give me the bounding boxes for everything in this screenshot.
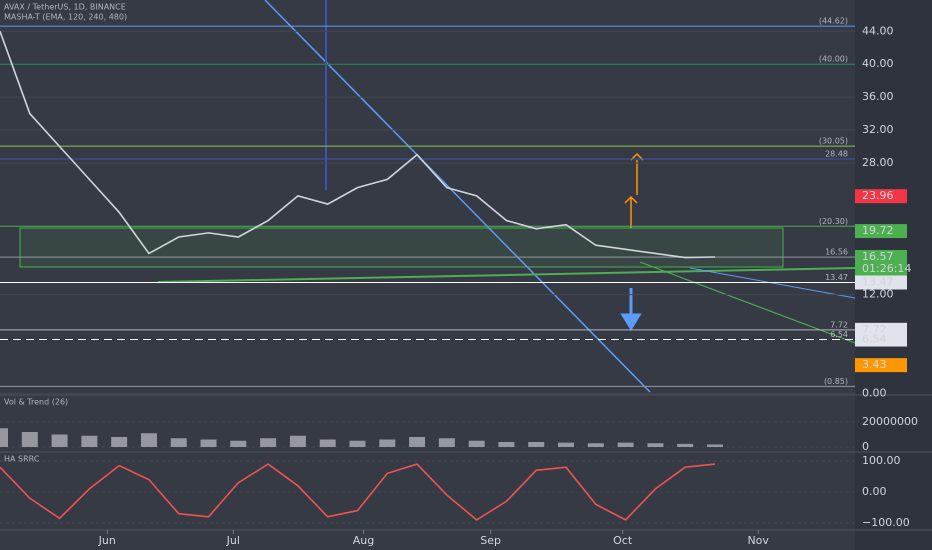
volume-bar <box>617 442 634 447</box>
volume-bar <box>140 433 157 447</box>
volume-bar <box>260 438 277 447</box>
trend-line <box>157 267 856 283</box>
price-badge <box>855 275 907 290</box>
pane-title: HA SRRC <box>4 455 40 464</box>
volume-bar <box>409 437 426 447</box>
series-line <box>0 30 715 259</box>
volume-bar <box>81 435 98 447</box>
pane-title: AVAX / TetherUS, 1D, BINANCE <box>4 3 126 12</box>
x-tick-label: Oct <box>613 534 633 547</box>
countdown: 01:26:14 <box>862 262 911 275</box>
volume-bar <box>21 432 38 447</box>
volume-bar <box>170 438 187 447</box>
volume-bar <box>111 437 128 447</box>
price-badge <box>855 358 907 373</box>
volume-bar <box>647 443 664 447</box>
price-badge-label: 23.96 <box>862 189 894 202</box>
volume-bar <box>438 438 455 447</box>
volume-bar <box>528 442 545 447</box>
price-badge-label: 19.72 <box>862 224 894 237</box>
y-tick-label: 12.00 <box>862 288 894 301</box>
price-badge-label: 6.54 <box>862 333 887 346</box>
volume-bar <box>558 442 575 447</box>
y-tick-label: 28.00 <box>862 156 894 169</box>
down-arrow <box>620 288 642 331</box>
volume-bar <box>0 428 8 447</box>
pane-subtitle: MASHA-T (EMA, 120, 240, 480) <box>4 13 127 22</box>
volume-bar <box>349 440 366 447</box>
series-line <box>0 463 716 521</box>
level-label: (0.85) <box>824 377 848 386</box>
level-label: 28.48 <box>825 149 848 158</box>
price-badge-label: 13.47 <box>862 276 894 289</box>
y-tick-label: 44.00 <box>862 24 894 37</box>
volume-bar <box>587 443 604 447</box>
volume-bar <box>677 443 694 447</box>
y-tick-label: 40.00 <box>862 57 894 70</box>
volume-bar <box>468 440 485 447</box>
y-tick-label: −100.00 <box>862 516 910 529</box>
volume-bar <box>200 439 217 447</box>
y-tick-label: 20000000 <box>862 415 918 428</box>
level-label: 6.54 <box>830 330 848 339</box>
level-label: (20.30) <box>819 217 848 226</box>
price-badge <box>855 224 907 239</box>
volume-bar <box>319 439 336 447</box>
volume-bar <box>706 444 723 447</box>
level-label: 16.56 <box>825 248 848 257</box>
x-tick-label: Jun <box>98 534 116 547</box>
y-tick-label: 0.00 <box>862 386 887 399</box>
y-tick-label: 0.00 <box>862 485 887 498</box>
x-tick-label: Sep <box>480 534 501 547</box>
y-tick-label: 32.00 <box>862 123 894 136</box>
x-tick-label: Jul <box>226 534 240 547</box>
layer: 44.00 40.00 36.00 32.00 28.00 12.00 0.00 AVAX /… <box>0 3 918 547</box>
trend-line <box>264 0 651 393</box>
y-tick-label: 36.00 <box>862 90 894 103</box>
price-badge-label: 3.43 <box>862 358 887 371</box>
price-badge <box>855 189 907 204</box>
volume-bar <box>51 434 68 447</box>
pane-title: Vol & Trend (26) <box>4 398 68 407</box>
volume-bar <box>379 439 396 447</box>
y-tick-label: 100.00 <box>862 454 901 467</box>
price-badge <box>855 249 907 276</box>
y-tick-label: 0 <box>862 440 869 453</box>
volume-bar <box>498 442 515 447</box>
volume-bar <box>289 435 306 447</box>
volume-bar <box>230 440 247 447</box>
x-tick-label: Nov <box>747 534 769 547</box>
price-badge <box>855 332 907 347</box>
up-arrows <box>624 152 644 228</box>
level-label: (44.62) <box>819 17 848 26</box>
price-badge-label: 16.57 <box>862 250 894 263</box>
x-tick-label: Aug <box>353 534 374 547</box>
level-label: (30.05) <box>819 137 848 146</box>
level-label: 13.47 <box>825 273 848 282</box>
level-label: 7.72 <box>830 320 848 329</box>
range-box <box>19 227 784 268</box>
level-label: (40.00) <box>819 55 848 64</box>
